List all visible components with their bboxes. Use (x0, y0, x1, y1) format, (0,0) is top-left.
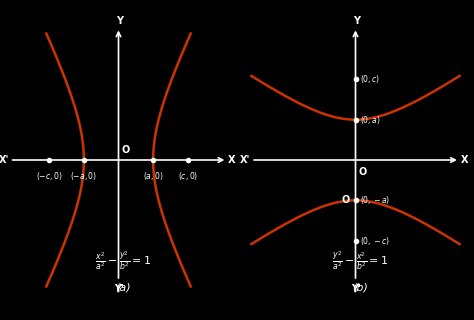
Text: O: O (122, 145, 130, 156)
Text: $(-a,0)$: $(-a,0)$ (70, 170, 98, 182)
Text: X': X' (0, 155, 9, 165)
Text: $\frac{y^2}{a^2} - \frac{x^2}{b^2} = 1$: $\frac{y^2}{a^2} - \frac{x^2}{b^2} = 1$ (332, 249, 388, 272)
Text: $(0,c)$: $(0,c)$ (360, 73, 381, 85)
Text: X': X' (240, 155, 250, 165)
Text: (a): (a) (116, 283, 131, 292)
Text: Y: Y (116, 16, 123, 26)
Text: Y': Y' (115, 284, 125, 294)
Text: $(a,0)$: $(a,0)$ (143, 170, 164, 182)
Text: $(0,-c)$: $(0,-c)$ (360, 235, 390, 247)
Text: O: O (342, 195, 350, 205)
Text: X: X (228, 155, 236, 165)
Text: Y': Y' (352, 284, 361, 294)
Text: X: X (461, 155, 468, 165)
Text: (b): (b) (352, 283, 368, 292)
Text: $(c,0)$: $(c,0)$ (178, 170, 198, 182)
Text: $(0,-a)$: $(0,-a)$ (360, 194, 391, 206)
Text: $\frac{x^2}{a^2} - \frac{y^2}{b^2} = 1$: $\frac{x^2}{a^2} - \frac{y^2}{b^2} = 1$ (95, 249, 152, 272)
Text: $(-c,0)$: $(-c,0)$ (36, 170, 63, 182)
Text: O: O (359, 167, 367, 177)
Text: Y: Y (353, 16, 360, 26)
Text: $(0,a)$: $(0,a)$ (360, 114, 381, 126)
